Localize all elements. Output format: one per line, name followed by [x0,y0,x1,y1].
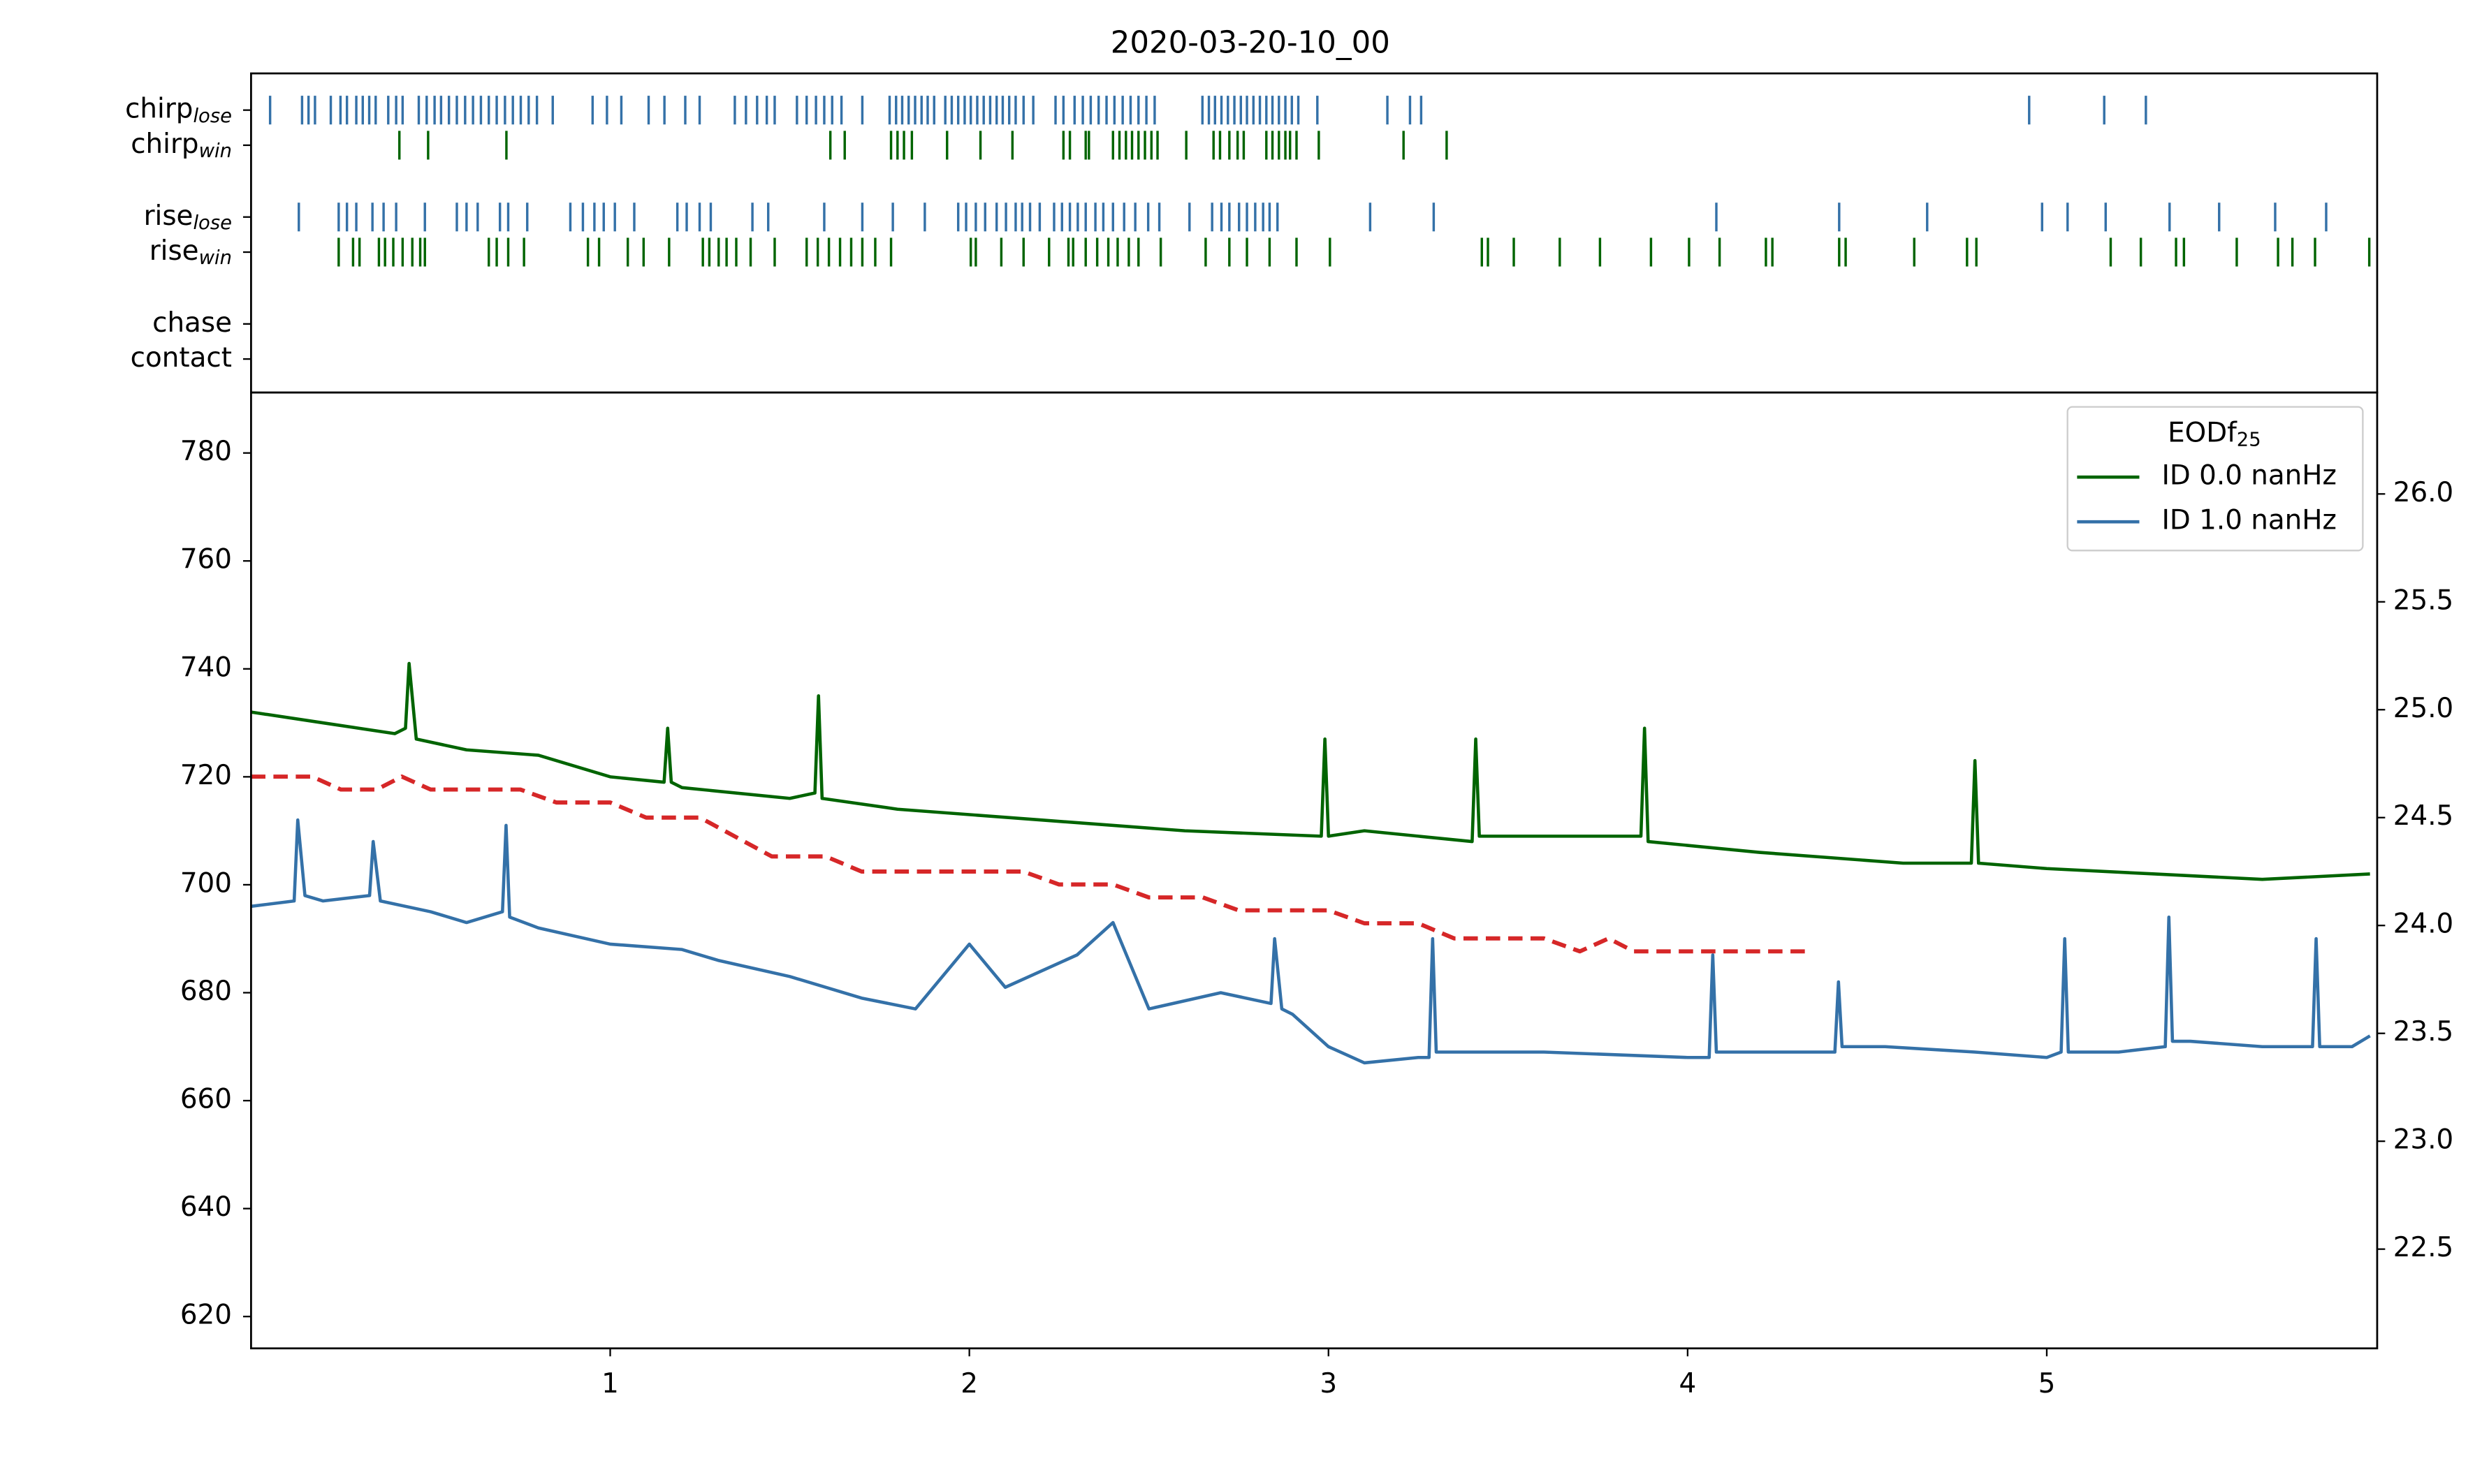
legend-title-sub: 25 [2237,429,2261,450]
y-tick-label: 640 [180,1191,232,1223]
row-label-base: rise [149,235,199,267]
y2-tick-label: 23.0 [2393,1124,2453,1156]
row-label-base: rise [144,200,194,231]
legend-label: ID 0.0 nanHz [2161,460,2336,492]
x-tick-label: 4 [1679,1368,1696,1399]
row-label: chirpwin [131,128,232,161]
row-label-sub: win [199,247,232,269]
y-tick-label: 760 [180,544,232,575]
legend-box [2066,406,2364,552]
row-label: riselose [144,200,232,233]
legend-label: ID 1.0 nanHz [2161,505,2336,536]
row-label-sub: lose [193,105,232,126]
y-tick-label: 620 [180,1300,232,1331]
x-tick-label: 3 [1320,1368,1337,1399]
series-line [251,818,2371,1065]
axes-frame [250,391,2379,1350]
row-label-sub: win [199,140,232,162]
row-label-base: chirp [125,93,193,124]
row-label: risewin [149,235,232,269]
series-line [251,661,2370,881]
y2-tick-label: 22.5 [2393,1232,2453,1263]
row-label-sub: lose [193,212,232,233]
y2-tick-label: 26.0 [2393,477,2453,508]
row-label-base: chase [152,307,232,338]
row-label-base: contact [131,342,232,374]
y-tick-label: 700 [180,867,232,899]
y2-tick-label: 24.0 [2393,909,2453,940]
x-tick-label: 2 [961,1368,978,1399]
row-label-base: chirp [131,128,198,159]
row-label: chase [152,307,232,338]
x-tick-label: 5 [2038,1368,2056,1399]
y-tick-label: 740 [180,652,232,683]
y2-tick-label: 23.5 [2393,1016,2453,1048]
y2-tick-label: 25.5 [2393,585,2453,616]
y-tick-label: 780 [180,436,232,467]
y-tick-label: 660 [180,1084,232,1115]
y2-tick-label: 24.5 [2393,800,2453,832]
row-label: chirplose [125,93,232,126]
y-tick-label: 720 [180,760,232,791]
row-label: contact [131,342,232,374]
legend-title: EODf25 [2168,417,2261,450]
legend-title-base: EODf [2168,417,2237,448]
chart-title: 2020-03-20-10_00 [1111,25,1390,60]
x-tick-label: 1 [601,1368,619,1399]
y2-tick-label: 25.0 [2393,693,2453,724]
y-tick-label: 680 [180,976,232,1007]
